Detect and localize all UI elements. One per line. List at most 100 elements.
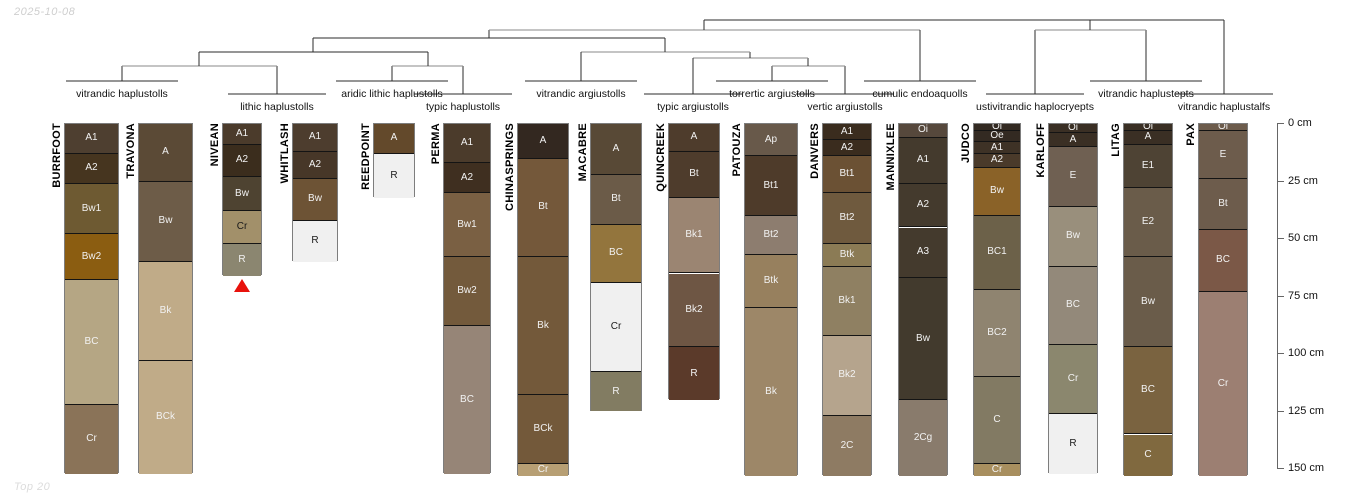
profile-column[interactable]: A1 A2 Bw R: [292, 123, 338, 262]
horizon-segment[interactable]: BC: [591, 225, 641, 283]
horizon-segment[interactable]: A1: [899, 137, 947, 184]
horizon-segment[interactable]: Bw2: [444, 257, 490, 327]
profile-column[interactable]: Oi A1 A2 A3 Bw 2Cg: [898, 123, 948, 476]
horizon-segment[interactable]: A3: [899, 227, 947, 279]
horizon-segment[interactable]: Bk: [745, 308, 797, 476]
horizon-segment[interactable]: A2: [65, 153, 118, 184]
horizon-segment[interactable]: E1: [1124, 144, 1172, 189]
horizon-segment[interactable]: A: [1049, 133, 1097, 147]
horizon-segment[interactable]: BCk: [518, 395, 568, 465]
horizon-segment[interactable]: Cr: [591, 282, 641, 373]
horizon-segment[interactable]: A: [591, 124, 641, 175]
horizon-segment[interactable]: E2: [1124, 188, 1172, 258]
horizon-segment[interactable]: Bk: [139, 262, 192, 361]
horizon-segment[interactable]: A2: [974, 153, 1020, 168]
profile-column[interactable]: A1 A2 Bw Cr R: [222, 123, 262, 276]
horizon-segment[interactable]: Oi: [974, 124, 1020, 131]
horizon-segment[interactable]: Bt2: [745, 216, 797, 256]
horizon-segment[interactable]: Bk2: [823, 335, 871, 417]
horizon-segment[interactable]: A: [1124, 130, 1172, 145]
horizon-segment[interactable]: A2: [899, 183, 947, 228]
profile-column[interactable]: A1 A2 Bw1 Bw2 BC: [443, 123, 491, 474]
horizon-segment[interactable]: Bk: [518, 257, 568, 396]
horizon-segment[interactable]: Bw1: [444, 193, 490, 258]
horizon-segment[interactable]: BC: [1124, 347, 1172, 435]
horizon-segment[interactable]: Cr: [65, 404, 118, 474]
profile-column[interactable]: Oi A E Bw BC Cr R: [1048, 123, 1098, 474]
horizon-segment[interactable]: Bw: [139, 181, 192, 262]
horizon-segment[interactable]: E: [1199, 130, 1247, 180]
horizon-segment[interactable]: Oi: [1124, 124, 1172, 131]
profile-column[interactable]: A Bt BC Cr R: [590, 123, 642, 412]
horizon-segment[interactable]: BCk: [139, 360, 192, 474]
horizon-segment[interactable]: A1: [65, 124, 118, 154]
horizon-segment[interactable]: Btk: [745, 255, 797, 308]
profile-column[interactable]: Oi A E1 E2 Bw BC C: [1123, 123, 1173, 476]
horizon-segment[interactable]: A: [669, 124, 719, 152]
horizon-segment[interactable]: Btk: [823, 243, 871, 267]
horizon-segment[interactable]: C: [1124, 434, 1172, 476]
horizon-segment[interactable]: A1: [823, 124, 871, 141]
horizon-segment[interactable]: A1: [223, 124, 261, 145]
horizon-segment[interactable]: C: [974, 377, 1020, 465]
horizon-segment[interactable]: Bw: [1124, 257, 1172, 348]
horizon-segment[interactable]: 2Cg: [899, 400, 947, 476]
horizon-segment[interactable]: 2C: [823, 416, 871, 476]
horizon-segment[interactable]: Bw: [223, 176, 261, 212]
horizon-segment[interactable]: R: [374, 153, 414, 198]
horizon-segment[interactable]: Bw: [974, 167, 1020, 216]
horizon-segment[interactable]: Bt: [591, 174, 641, 226]
horizon-segment[interactable]: Bt: [669, 151, 719, 198]
horizon-segment[interactable]: Bw: [899, 278, 947, 400]
profile-column[interactable]: A Bw Bk BCk: [138, 123, 193, 474]
horizon-segment[interactable]: A1: [974, 142, 1020, 154]
horizon-segment[interactable]: Ap: [745, 124, 797, 157]
horizon-segment[interactable]: A: [374, 124, 414, 154]
profile-column[interactable]: A Bt Bk BCk Cr: [517, 123, 569, 476]
horizon-segment[interactable]: Bk1: [823, 266, 871, 336]
horizon-segment[interactable]: Bt: [518, 158, 568, 258]
horizon-segment[interactable]: A1: [444, 124, 490, 164]
profile-column[interactable]: A Bt Bk1 Bk2 R: [668, 123, 720, 400]
profile-column[interactable]: A1 A2 Bt1 Bt2 Btk Bk1 Bk2 2C: [822, 123, 872, 476]
horizon-segment[interactable]: BC: [1049, 266, 1097, 345]
horizon-segment[interactable]: A2: [223, 144, 261, 177]
horizon-segment[interactable]: R: [223, 243, 261, 276]
horizon-segment[interactable]: A2: [823, 140, 871, 157]
horizon-segment[interactable]: Bt: [1199, 179, 1247, 230]
horizon-segment[interactable]: A2: [293, 151, 337, 180]
horizon-segment[interactable]: Bw2: [65, 234, 118, 281]
horizon-segment[interactable]: Bt2: [823, 193, 871, 244]
horizon-segment[interactable]: Oe: [974, 130, 1020, 143]
horizon-segment[interactable]: Bt1: [823, 156, 871, 193]
profile-column[interactable]: Oi Oe A1 A2 Bw BC1 BC2 C Cr: [973, 123, 1021, 476]
horizon-segment[interactable]: A2: [444, 163, 490, 193]
horizon-segment[interactable]: BC2: [974, 289, 1020, 377]
horizon-segment[interactable]: Cr: [223, 211, 261, 244]
horizon-segment[interactable]: Oi: [899, 124, 947, 138]
horizon-segment[interactable]: Bt1: [745, 156, 797, 216]
horizon-segment[interactable]: Bw: [293, 179, 337, 221]
horizon-segment[interactable]: A: [139, 124, 192, 182]
horizon-segment[interactable]: Bk1: [669, 197, 719, 274]
horizon-segment[interactable]: R: [293, 220, 337, 262]
horizon-segment[interactable]: R: [669, 347, 719, 400]
profile-column[interactable]: A1 A2 Bw1 Bw2 BC Cr: [64, 123, 119, 474]
horizon-segment[interactable]: BC: [444, 326, 490, 474]
horizon-segment[interactable]: BC: [65, 280, 118, 405]
horizon-segment[interactable]: Bw: [1049, 206, 1097, 267]
horizon-segment[interactable]: Oi: [1199, 124, 1247, 131]
horizon-segment[interactable]: R: [591, 372, 641, 412]
horizon-segment[interactable]: Cr: [518, 464, 568, 476]
profile-column[interactable]: Oi E Bt BC Cr: [1198, 123, 1248, 476]
horizon-segment[interactable]: BC1: [974, 216, 1020, 290]
horizon-segment[interactable]: Oi: [1049, 124, 1097, 134]
horizon-segment[interactable]: Bk2: [669, 273, 719, 348]
horizon-segment[interactable]: Cr: [1049, 344, 1097, 414]
profile-column[interactable]: Ap Bt1 Bt2 Btk Bk: [744, 123, 798, 476]
horizon-segment[interactable]: BC: [1199, 229, 1247, 292]
horizon-segment[interactable]: Cr: [1199, 291, 1247, 476]
horizon-segment[interactable]: E: [1049, 147, 1097, 207]
horizon-segment[interactable]: Bw1: [65, 183, 118, 235]
